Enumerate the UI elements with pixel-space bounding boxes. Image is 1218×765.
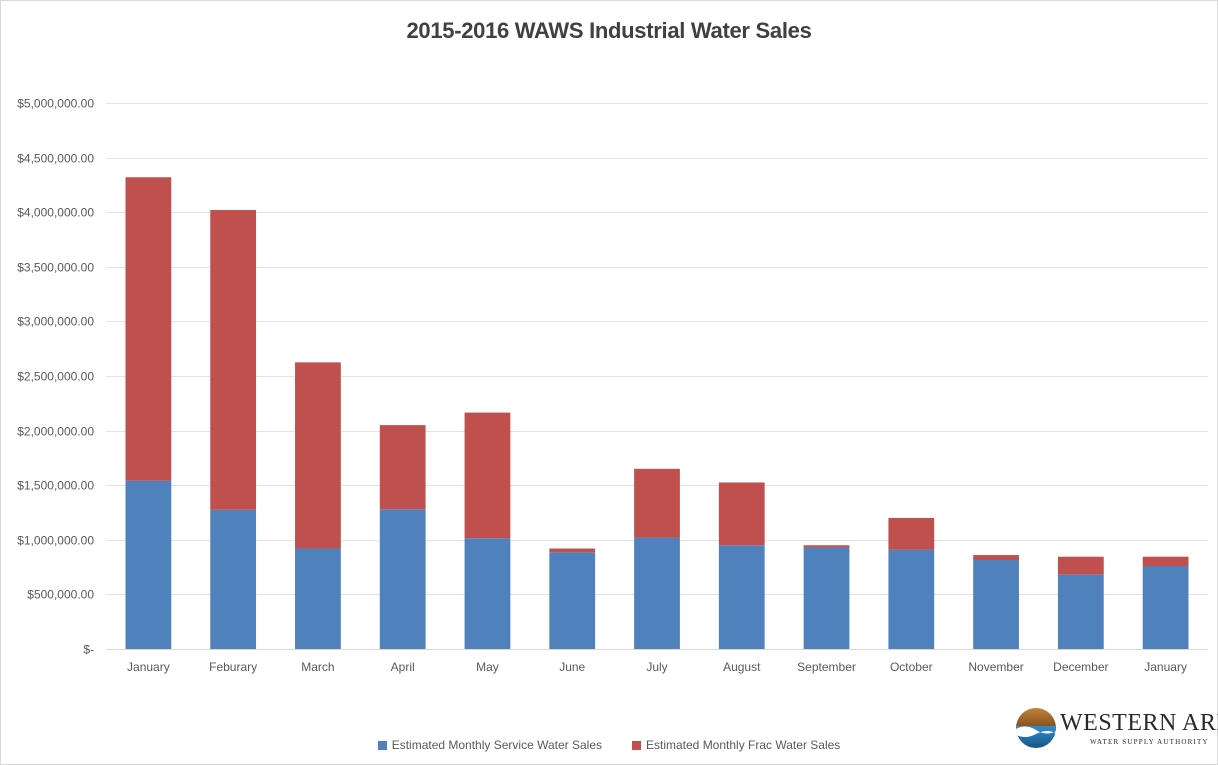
y-tick-label: $1,000,000.00 [17, 534, 94, 548]
bar-frac-water [295, 362, 341, 549]
x-tick-label: May [476, 660, 499, 674]
bar-service-water [634, 537, 680, 649]
legend-label-frac: Estimated Monthly Frac Water Sales [646, 738, 841, 752]
bar-frac-water [549, 548, 596, 553]
legend: Estimated Monthly Service Water Sales Es… [0, 738, 1218, 752]
x-tick-label: July [646, 660, 667, 674]
y-tick-label: $4,500,000.00 [17, 152, 94, 166]
x-tick-label: June [559, 660, 585, 674]
x-tick-label: December [1053, 660, 1108, 674]
logo-text-sub: WATER SUPPLY AUTHORITY [1090, 738, 1209, 746]
y-tick-label: $2,000,000.00 [17, 425, 94, 439]
y-axis-ticks: $- $500,000.00 $1,000,000.00 $1,500,000.00 $… [17, 97, 94, 657]
x-tick-label: August [723, 660, 761, 674]
bar-service-water [803, 547, 850, 649]
bar-frac-water [125, 177, 172, 481]
bar-frac-water [1142, 556, 1189, 567]
x-tick-label: Feburary [209, 660, 257, 674]
y-tick-label: $3,500,000.00 [17, 261, 94, 275]
bar-frac-water [718, 482, 765, 546]
chart-title: 2015-2016 WAWS Industrial Water Sales [406, 18, 812, 43]
x-tick-label: March [301, 660, 334, 674]
y-tick-label: $1,500,000.00 [17, 479, 94, 493]
bar-service-water [718, 545, 765, 649]
bar-frac-water [379, 425, 426, 510]
x-tick-label: November [968, 660, 1023, 674]
legend-label-service: Estimated Monthly Service Water Sales [391, 738, 602, 752]
bar-service-water [1057, 574, 1104, 649]
x-tick-label: September [797, 660, 856, 674]
bar-frac-water [803, 545, 850, 548]
bar-service-water [1142, 566, 1189, 649]
water-drop-landscape-icon [1016, 708, 1056, 748]
x-tick-label: October [890, 660, 933, 674]
bar-service-water [379, 509, 426, 649]
y-tick-label: $4,000,000.00 [17, 206, 94, 220]
bar-frac-water [464, 412, 511, 539]
bar-frac-water [1057, 556, 1104, 575]
legend-swatch-frac [632, 740, 641, 750]
bar-service-water [973, 560, 1019, 649]
bar-service-water [464, 538, 511, 649]
bar-service-water [210, 509, 257, 649]
x-tick-label: January [127, 660, 170, 674]
bar-service-water [295, 548, 341, 649]
y-tick-label: $5,000,000.00 [17, 97, 94, 111]
western-area-logo: WESTERN AREA WATER SUPPLY AUTHORITY [1012, 704, 1218, 756]
x-axis-ticks: January Feburary March April May June July Augu… [127, 660, 1187, 674]
bar-frac-water [210, 210, 257, 510]
y-tick-label: $2,500,000.00 [17, 370, 94, 384]
x-tick-label: April [391, 660, 415, 674]
logo-text-main: WESTERN AREA [1060, 710, 1218, 736]
bar-service-water [549, 552, 596, 649]
x-tick-label: January [1144, 660, 1187, 674]
bar-frac-water [888, 517, 935, 550]
legend-item-service: Estimated Monthly Service Water Sales [377, 738, 602, 752]
bar-frac-water [634, 468, 680, 538]
y-tick-label: $500,000.00 [27, 588, 94, 602]
legend-item-frac: Estimated Monthly Frac Water Sales [632, 738, 840, 752]
y-tick-label: $- [83, 643, 94, 657]
bar-frac-water [973, 555, 1019, 561]
y-tick-label: $3,000,000.00 [17, 315, 94, 329]
bar-service-water [888, 549, 935, 649]
bars [125, 177, 1189, 649]
legend-swatch-service [377, 740, 387, 750]
bar-service-water [125, 480, 172, 649]
